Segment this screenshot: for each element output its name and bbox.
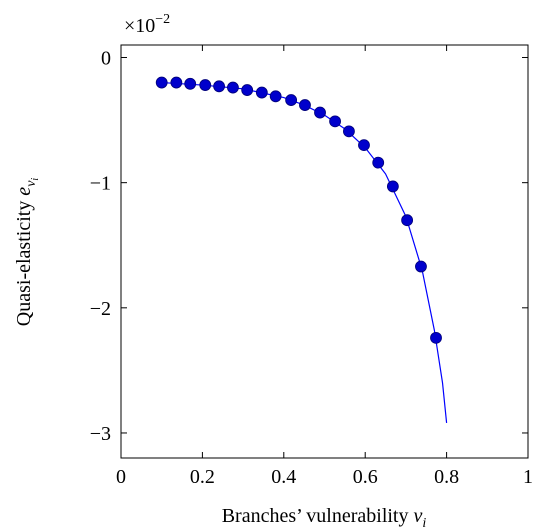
point xyxy=(358,139,370,152)
x-tick-label: 0 xyxy=(116,466,126,488)
point xyxy=(155,76,168,89)
multiplier-base: ×10 xyxy=(124,15,155,37)
y-axis-label: Quasi-elasticity evi xyxy=(13,178,41,327)
point xyxy=(415,260,427,273)
x-tick-label: 0.4 xyxy=(271,466,296,488)
y-tick-label: −1 xyxy=(90,173,111,195)
point xyxy=(227,81,239,94)
y-tick-label: 0 xyxy=(101,48,111,70)
y-tick-label: −3 xyxy=(90,423,111,445)
x-tick-label: 1 xyxy=(523,466,533,488)
x-label-sub: i xyxy=(422,516,426,530)
point xyxy=(241,84,254,96)
line xyxy=(161,81,448,424)
point xyxy=(386,180,399,193)
x-tick-label: 0.6 xyxy=(353,466,378,488)
y-multiplier: ×10−2 xyxy=(124,12,170,37)
point xyxy=(343,125,355,138)
point xyxy=(213,80,225,93)
point xyxy=(199,79,212,91)
x-label-var: v xyxy=(414,505,423,527)
x-tick-label: 0.2 xyxy=(190,466,215,488)
point xyxy=(329,115,341,128)
x-label-text: Branches’ vulnerability xyxy=(222,505,409,527)
point xyxy=(285,94,298,106)
point xyxy=(372,156,385,169)
point xyxy=(299,99,311,111)
x-tick-label: 0.8 xyxy=(434,466,459,488)
point xyxy=(184,77,197,90)
point xyxy=(170,76,183,89)
y-label-text: Quasi-elasticity xyxy=(13,201,35,327)
point xyxy=(314,106,326,119)
plot-frame xyxy=(120,44,529,459)
point xyxy=(269,90,282,103)
y-label-sub: v xyxy=(24,180,39,187)
point xyxy=(401,214,414,227)
y-label-var: e xyxy=(13,187,35,196)
point xyxy=(430,331,442,344)
y-label-subsub: i xyxy=(30,178,41,181)
multiplier-exponent: −2 xyxy=(155,12,170,27)
point xyxy=(255,86,268,99)
y-tick-label: −2 xyxy=(90,298,111,320)
x-axis-label: Branches’ vulnerability vi xyxy=(222,505,427,530)
